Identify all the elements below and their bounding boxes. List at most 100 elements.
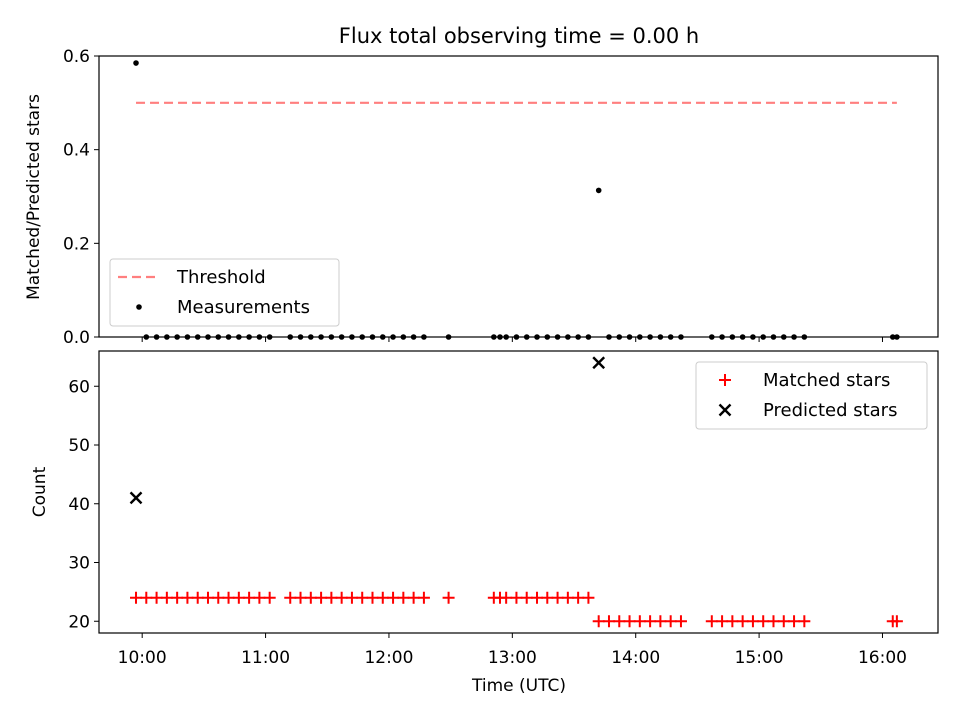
- matched-star-marker: [623, 615, 636, 628]
- matched-star-marker: [705, 615, 718, 628]
- matched-star-marker: [726, 615, 739, 628]
- ratio-y-tick-label: 0.2: [63, 234, 90, 254]
- count-x-tick-label: 15:00: [735, 648, 784, 668]
- legend-threshold-label: Threshold: [176, 267, 266, 288]
- matched-star-marker: [798, 615, 811, 628]
- count-legend-box: [695, 361, 928, 430]
- matched-star-marker: [736, 615, 749, 628]
- count-marks: [129, 356, 903, 628]
- ratio-y-tick-label: 0.0: [63, 328, 90, 348]
- matched-star-marker: [633, 615, 646, 628]
- measurement-point: [133, 60, 139, 66]
- matched-star-marker: [130, 591, 143, 604]
- count-panel: 20 30 40 50 60 10:00 11:00 12:00 13:00 14:00 15:0…: [30, 350, 939, 696]
- matched-star-marker: [582, 591, 595, 604]
- matched-star-marker: [294, 591, 307, 604]
- matched-star-marker: [500, 591, 513, 604]
- matched-star-marker: [181, 591, 194, 604]
- matched-star-marker: [201, 591, 214, 604]
- legend-predicted-label: Predicted stars: [763, 400, 897, 421]
- measurement-point: [595, 187, 602, 194]
- ratio-panel: 0.0 0.2 0.4 0.6 Matched/Predicted stars Thr…: [24, 47, 939, 348]
- legend-matched-label: Matched stars: [763, 370, 890, 391]
- ratio-x-ticks: [141, 337, 883, 342]
- matched-star-marker: [541, 591, 554, 604]
- count-x-tick-label: 10:00: [118, 648, 167, 668]
- ratio-legend: Threshold Measurements: [109, 258, 340, 327]
- count-x-tick-label: 16:00: [858, 648, 907, 668]
- matched-star-marker: [387, 591, 400, 604]
- count-x-ticks: 10:00 11:00 12:00 13:00 14:00 15:00 16:00: [118, 633, 907, 668]
- count-x-tick-label: 12:00: [364, 648, 413, 668]
- matched-star-marker: [160, 591, 173, 604]
- matched-star-marker: [325, 591, 338, 604]
- matched-star-marker: [767, 615, 780, 628]
- matched-star-marker: [417, 591, 430, 604]
- matched-star-marker: [150, 591, 163, 604]
- count-legend: Matched stars Predicted stars: [695, 361, 928, 430]
- count-y-axis-label: Count: [30, 466, 50, 517]
- matched-star-marker: [397, 591, 410, 604]
- matched-star-marker: [212, 591, 225, 604]
- matched-star-marker: [551, 591, 564, 604]
- legend-matched-swatch: [719, 374, 731, 386]
- count-plot-frame: [98, 350, 939, 634]
- count-y-tick-label: 60: [68, 377, 90, 397]
- count-y-tick-label: 20: [68, 612, 90, 632]
- count-y-ticks: 20 30 40 50 60: [68, 377, 99, 632]
- matched-star-marker: [253, 591, 266, 604]
- matched-star-marker: [345, 591, 358, 604]
- matched-star-marker: [243, 591, 256, 604]
- matched-star-marker: [366, 591, 379, 604]
- legend-measurements-swatch: [136, 304, 142, 310]
- matched-star-marker: [191, 591, 204, 604]
- legend-measurements-label: Measurements: [177, 297, 310, 318]
- matched-star-marker: [890, 615, 903, 628]
- count-x-tick-label: 14:00: [611, 648, 660, 668]
- ratio-plot-frame: [98, 55, 939, 338]
- ratio-legend-box: [109, 258, 340, 327]
- count-x-tick-label: 13:00: [488, 648, 537, 668]
- matched-star-marker: [788, 615, 801, 628]
- count-x-axis-label: Time (UTC): [471, 676, 566, 696]
- matched-star-marker: [561, 591, 574, 604]
- ratio-y-tick-label: 0.6: [63, 47, 90, 67]
- matched-star-marker: [284, 591, 297, 604]
- matched-star-marker: [140, 591, 153, 604]
- matched-star-marker: [664, 615, 677, 628]
- matched-star-marker: [304, 591, 317, 604]
- matched-star-marker: [592, 615, 605, 628]
- matched-star-marker: [613, 615, 626, 628]
- matched-star-marker: [644, 615, 657, 628]
- matched-star-marker: [654, 615, 667, 628]
- matched-star-marker: [232, 591, 245, 604]
- matched-star-marker: [520, 591, 533, 604]
- figure-title: Flux total observing time = 0.00 h: [339, 24, 699, 48]
- matched-star-marker: [263, 591, 276, 604]
- matched-star-marker: [356, 591, 369, 604]
- matched-star-marker: [716, 615, 729, 628]
- count-y-tick-label: 30: [68, 554, 90, 574]
- matched-star-marker: [376, 591, 389, 604]
- matched-star-marker: [777, 615, 790, 628]
- matched-star-marker: [171, 591, 184, 604]
- matched-star-marker: [407, 591, 420, 604]
- ratio-y-tick-label: 0.4: [63, 141, 90, 161]
- ratio-y-axis-label: Matched/Predicted stars: [24, 94, 44, 300]
- predicted-star-marker: [592, 356, 606, 370]
- matched-star-marker: [572, 591, 585, 604]
- matched-star-marker: [746, 615, 759, 628]
- matched-star-marker: [222, 591, 235, 604]
- matched-star-marker: [602, 615, 615, 628]
- count-y-tick-label: 50: [68, 436, 90, 456]
- count-y-tick-label: 40: [68, 495, 90, 515]
- matched-star-marker: [757, 615, 770, 628]
- matched-star-marker: [315, 591, 328, 604]
- ratio-y-ticks: 0.0 0.2 0.4 0.6: [63, 47, 99, 348]
- matched-star-marker: [510, 591, 523, 604]
- matched-star-marker: [335, 591, 348, 604]
- matched-star-marker: [531, 591, 544, 604]
- matched-star-marker: [674, 615, 687, 628]
- matched-star-marker: [442, 591, 455, 604]
